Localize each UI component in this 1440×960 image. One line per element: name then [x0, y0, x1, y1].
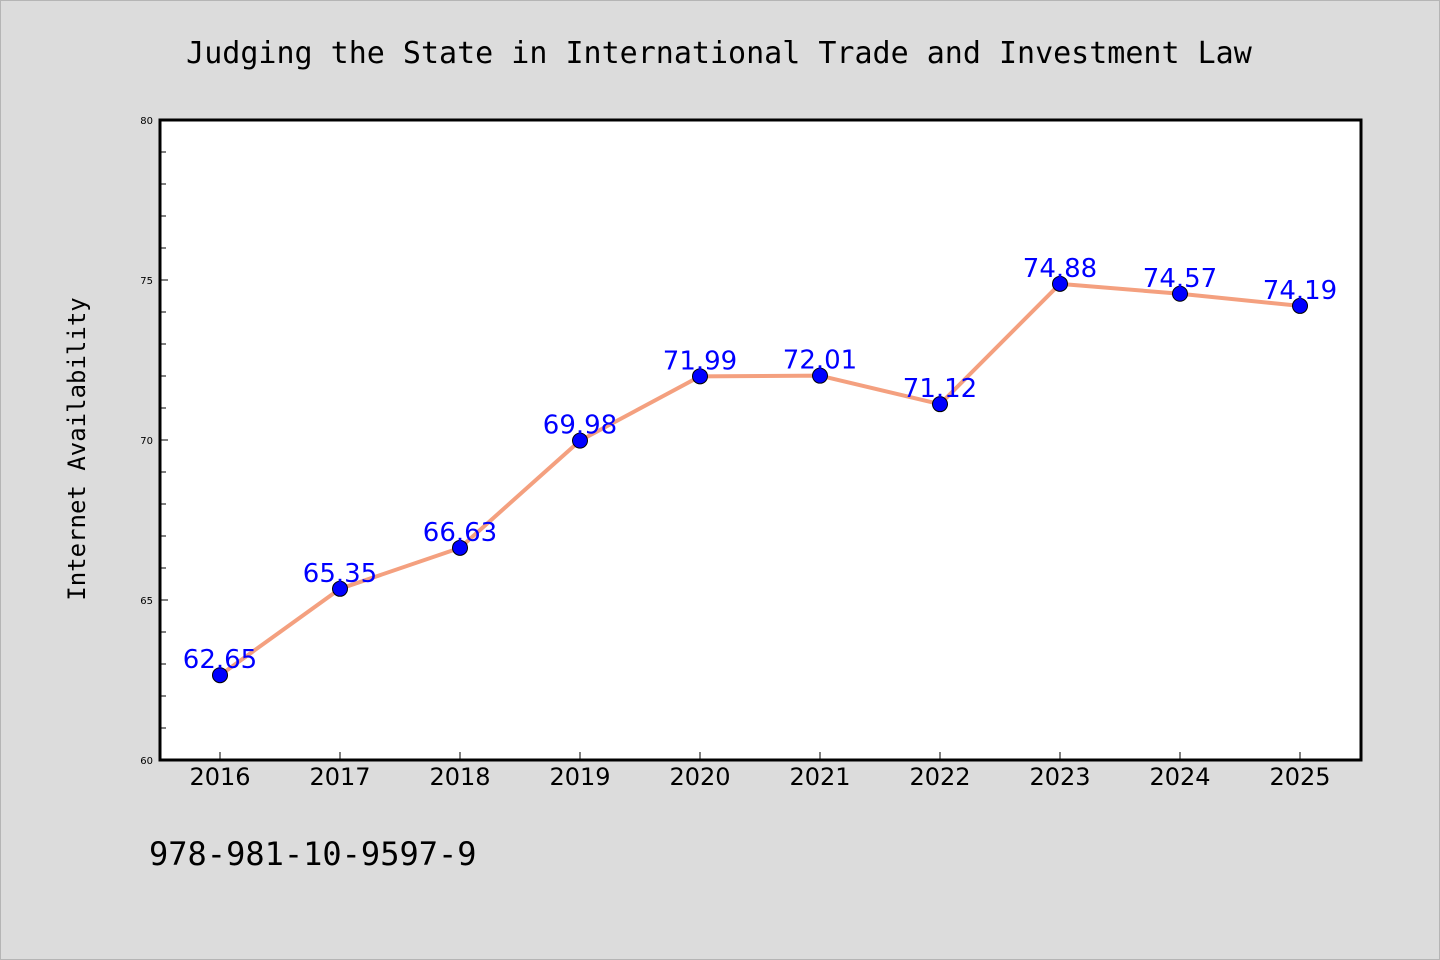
series-line — [218, 281, 1302, 678]
y-tick-label: 60 — [140, 756, 153, 767]
data-labels-group: 62.65 65.35 66.63 69.98 71.99 72.01 71.12 74.88… — [183, 254, 1337, 675]
y-axis-label: Internet Availability — [63, 297, 91, 600]
series-line-group — [218, 281, 1302, 678]
x-tick-label: 2023 — [1029, 763, 1090, 791]
data-label: 74.88 — [1023, 254, 1097, 284]
y-tick-label: 70 — [140, 436, 153, 447]
x-tick-label: 2024 — [1149, 763, 1210, 791]
data-point — [452, 539, 468, 556]
data-label: 69.98 — [543, 411, 617, 441]
plot-area — [158, 118, 1363, 762]
data-label: 74.57 — [1143, 264, 1217, 294]
chart-title: Judging the State in International Trade… — [186, 36, 1253, 71]
data-label: 62.65 — [183, 645, 257, 675]
y-tick-label: 80 — [140, 116, 153, 127]
x-tick-label: 2025 — [1269, 763, 1330, 791]
data-point — [1292, 297, 1308, 314]
isbn-footer: 978-981-10-9597-9 — [149, 835, 477, 873]
y-axis: 60 65 70 75 80 — [140, 116, 168, 767]
y-tick-label: 65 — [140, 596, 153, 607]
x-tick-label: 2022 — [909, 763, 970, 791]
data-point — [812, 367, 828, 384]
data-point — [932, 396, 948, 413]
data-label: 72.01 — [783, 346, 857, 376]
x-tick-label: 2020 — [669, 763, 730, 791]
data-label: 71.12 — [903, 374, 977, 404]
y-tick-label: 75 — [140, 276, 153, 287]
x-axis: 2016 2017 2018 2019 2020 2021 2022 2023 2024 2025 — [189, 752, 1331, 791]
x-tick-label: 2019 — [549, 763, 610, 791]
x-tick-label: 2017 — [309, 763, 370, 791]
data-points-group — [212, 275, 1308, 684]
data-label: 71.99 — [663, 346, 737, 376]
data-label: 66.63 — [423, 518, 497, 548]
x-tick-label: 2016 — [189, 763, 250, 791]
data-point — [212, 667, 228, 684]
data-label: 74.19 — [1263, 276, 1337, 306]
data-point — [1172, 285, 1188, 302]
data-point — [1052, 275, 1068, 292]
data-label: 65.35 — [303, 559, 377, 589]
data-point — [572, 432, 588, 449]
x-tick-label: 2021 — [789, 763, 850, 791]
data-point — [332, 580, 348, 597]
data-point — [692, 368, 708, 385]
x-tick-label: 2018 — [429, 763, 490, 791]
